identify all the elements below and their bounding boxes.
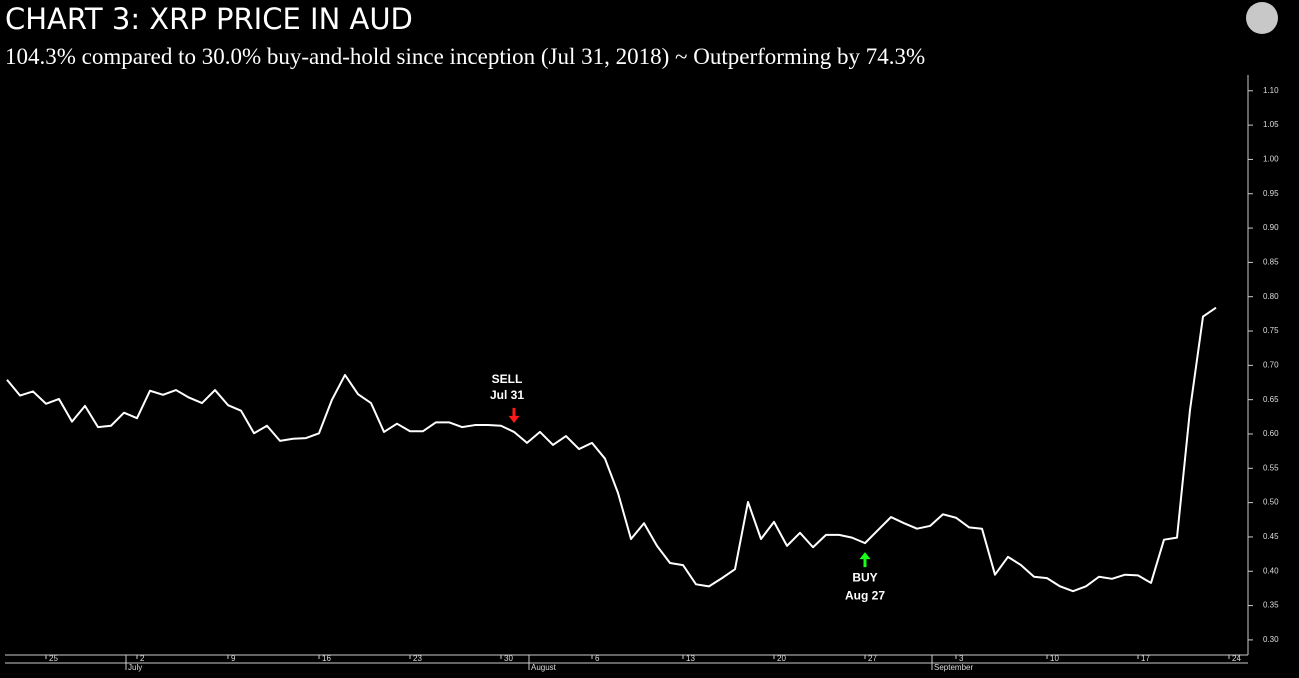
y-tick-label: 0.75: [1263, 326, 1279, 335]
x-tick-label: 2: [140, 654, 145, 663]
sell-arrow: [508, 407, 520, 423]
x-tick-label: 13: [686, 654, 695, 663]
y-tick-label: 0.30: [1263, 635, 1279, 644]
x-tick-label: 23: [413, 654, 422, 663]
menu-button[interactable]: [1246, 2, 1278, 34]
y-tick-label: 0.90: [1263, 223, 1279, 232]
annotation-text: Aug 27: [845, 588, 885, 602]
x-tick-label: 6: [595, 654, 600, 663]
y-tick-label: 0.80: [1263, 292, 1279, 301]
buy-arrow: [859, 552, 871, 568]
y-tick-label: 1.10: [1263, 86, 1279, 95]
x-tick-label: 16: [322, 654, 331, 663]
annotation-text: BUY: [852, 570, 877, 584]
x-tick-label: 24: [1232, 654, 1241, 663]
y-tick-label: 0.85: [1263, 257, 1279, 266]
x-tick-label: 25: [49, 654, 58, 663]
y-tick-label: 0.65: [1263, 395, 1279, 404]
y-tick-label: 1.05: [1263, 120, 1279, 129]
chart-subtitle: 104.3% compared to 30.0% buy-and-hold si…: [5, 44, 925, 69]
y-tick-label: 0.60: [1263, 429, 1279, 438]
y-tick-label: 0.55: [1263, 463, 1279, 472]
x-tick-label: 20: [777, 654, 786, 663]
x-tick-label: 10: [1050, 654, 1059, 663]
annotation-text: Jul 31: [490, 388, 524, 402]
x-tick-label: 3: [959, 654, 964, 663]
month-label: September: [934, 663, 973, 672]
x-tick-label: 17: [1141, 654, 1150, 663]
y-tick-label: 0.35: [1263, 601, 1279, 610]
y-tick-label: 0.50: [1263, 498, 1279, 507]
y-tick-label: 0.45: [1263, 532, 1279, 541]
y-tick-label: 0.40: [1263, 566, 1279, 575]
price-line: [6, 306, 1217, 593]
y-tick-label: 0.95: [1263, 189, 1279, 198]
chart-title: CHART 3: XRP PRICE IN AUD: [5, 2, 413, 36]
month-label: August: [531, 663, 557, 672]
y-tick-label: 1.00: [1263, 155, 1279, 164]
annotation-text: SELL: [492, 372, 523, 386]
x-tick-label: 27: [868, 654, 877, 663]
x-tick-label: 9: [231, 654, 236, 663]
y-tick-label: 0.70: [1263, 360, 1279, 369]
x-tick-label: 30: [504, 654, 513, 663]
month-label: July: [128, 663, 142, 672]
